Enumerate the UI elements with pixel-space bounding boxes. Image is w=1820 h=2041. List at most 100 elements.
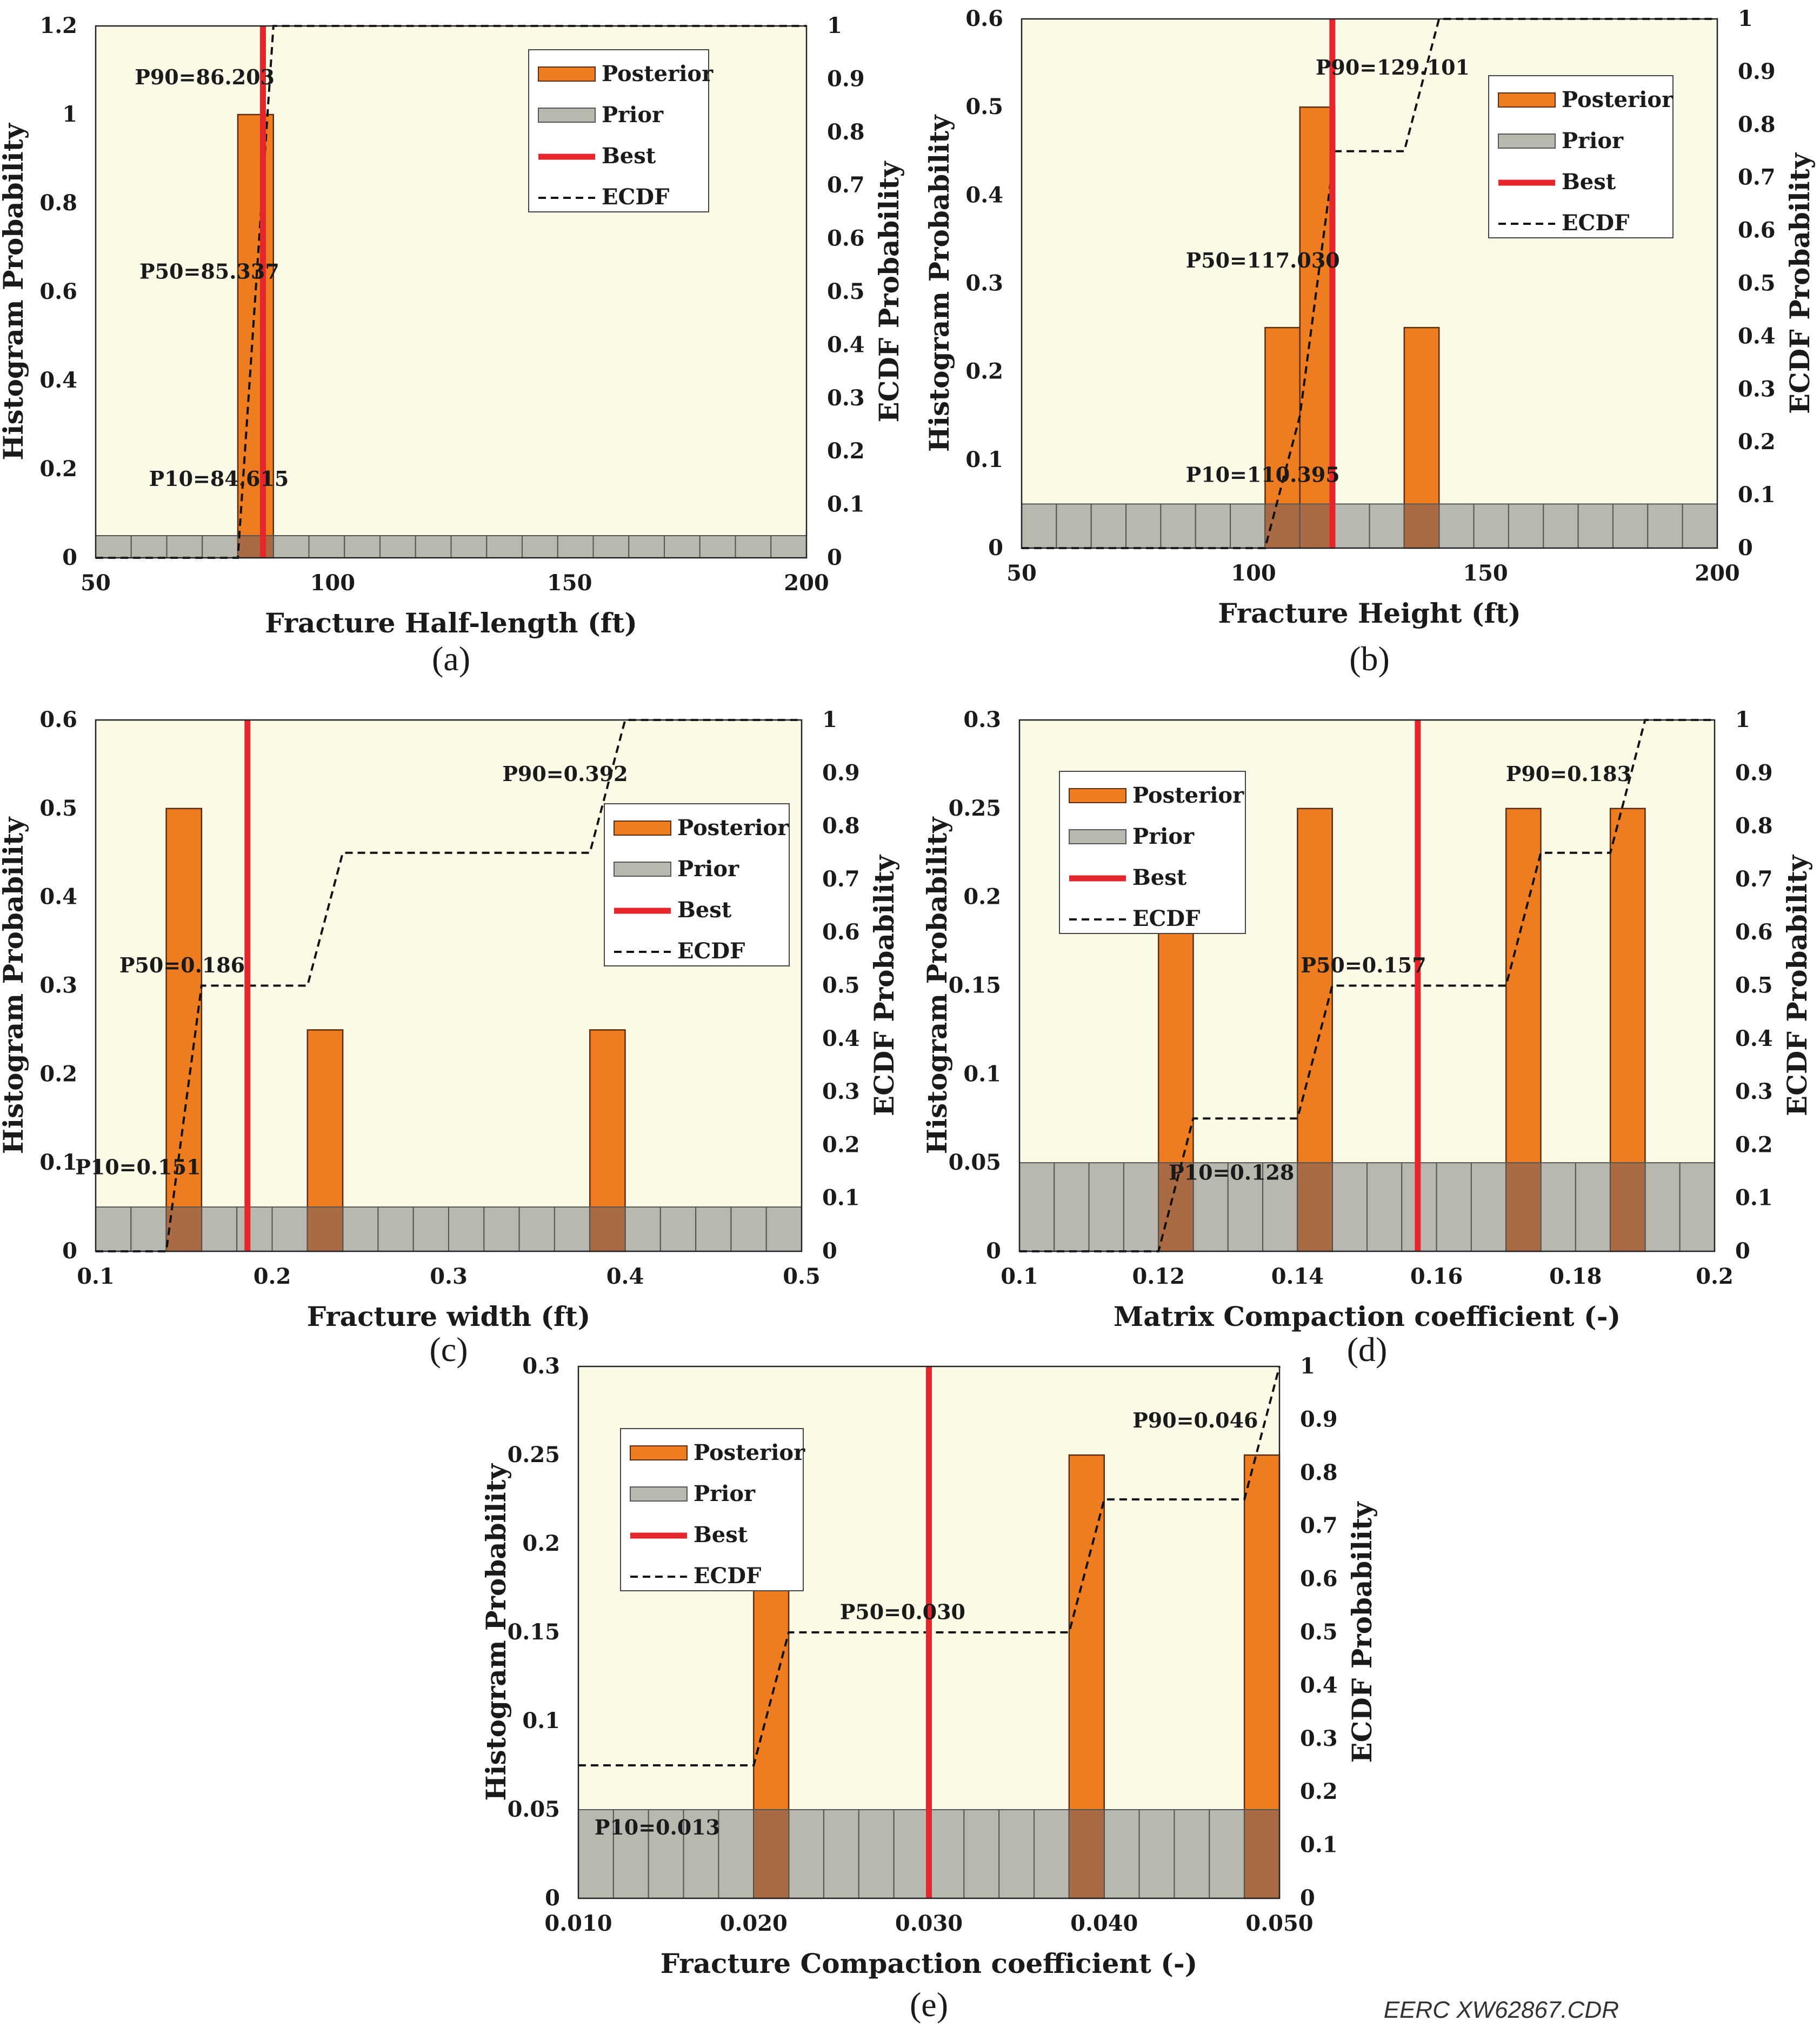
x-tick-label: 100 [310,570,356,596]
legend-prior-label: Prior [677,856,739,882]
legend-prior-swatch [538,108,596,123]
y-tick-label: 0 [988,535,1003,561]
prior-bar [578,1809,614,1899]
prior-bar [1540,1162,1576,1252]
panel-e-chart: 0 0.05 0.1 0.15 0.2 0.25 0.3 0 0.1 0.2 0.3 0.4 0.5 0.… [480,1353,1378,2024]
prior-bar [1470,1162,1507,1252]
prior-bar [1543,503,1579,549]
x-tick-label: 0.1 [77,1264,115,1289]
legend-box [620,1428,804,1591]
y2-tick-label: 0.7 [822,866,860,892]
y2-tick-label: 0 [1735,1238,1750,1264]
prior-bar [624,1206,661,1252]
legend-ecdf-label: ECDF [602,184,669,210]
plot-frame [1018,719,1716,1252]
panel-d-chart: 00.050.10.150.20.250.300.10.20.30.40.50.… [921,707,1813,1369]
y2-tick-label: 0.9 [1300,1406,1338,1432]
y2-tick-label: 0.6 [822,919,860,945]
prior-bar [592,535,630,558]
y-tick-label: 0.1 [522,1708,560,1733]
y2-tick-label: 1 [1300,1353,1315,1379]
x-tick-label: 0.040 [1070,1911,1138,1936]
posterior-prior-overlap [1297,1162,1333,1252]
posterior-prior-overlap [1244,1809,1280,1899]
prior-bar [928,1809,965,1899]
legend-posterior-swatch [1498,92,1556,108]
y-tick-label: 1 [62,102,77,127]
y2-tick-label: 0 [1300,1885,1315,1911]
y-tick-label: 0.2 [522,1531,560,1556]
prior-bar [788,1809,824,1899]
y2-tick-label: 0.1 [1735,1185,1773,1211]
x-tick-label: 0.010 [544,1911,612,1936]
prior-bar [1682,503,1718,549]
legend-posterior-label: Posterior [1132,783,1244,808]
prior-bar [95,535,132,558]
panel-caption: (d) [1347,1330,1388,1369]
legend-prior-swatch [614,862,671,877]
prior-bar [1192,1162,1229,1252]
x-tick-label: 50 [81,570,111,596]
y2-tick-label: 0 [822,1238,837,1264]
percentile-annotation: P10=0.151 [75,1155,201,1179]
y-tick-label: 0 [62,1238,77,1264]
percentile-annotation: P90=86.203 [135,65,275,89]
x-tick-label: 0.3 [430,1264,468,1289]
prior-bar [201,1206,238,1252]
posterior-bar [237,114,274,559]
percentile-annotation: P50=0.186 [119,953,245,977]
prior-bar [628,535,665,558]
legend-ecdf-label: ECDF [694,1563,761,1589]
y2-axis-title: ECDF Probability [868,854,900,1116]
prior-bar [415,535,452,558]
legend-posterior-swatch [538,66,596,82]
y2-tick-label: 0 [1738,535,1753,561]
legend: Posterior Prior Best ECDF [528,49,714,212]
y2-tick-label: 0.6 [1738,218,1776,243]
prior-bar [998,1809,1035,1899]
percentile-annotation: P10=0.128 [1169,1160,1294,1184]
prior-bar [659,1206,697,1252]
prior-bar [377,1206,414,1252]
y2-tick-label: 0.3 [1738,376,1776,402]
legend-ecdf-label: ECDF [677,938,745,964]
prior-bar [1438,503,1475,549]
y2-tick-label: 0.8 [822,813,860,839]
x-tick-label: 150 [547,570,592,596]
y2-tick-label: 0.5 [1735,973,1773,998]
y2-tick-label: 1 [1735,707,1750,732]
prior-bar [518,1206,555,1252]
prior-bar [1473,503,1509,549]
posterior-prior-overlap [1158,1162,1194,1252]
legend-posterior-label: Posterior [694,1440,805,1465]
posterior-bar [165,808,203,1252]
y2-tick-label: 0 [827,545,842,570]
x-tick-label: 0.2 [254,1264,291,1289]
y2-tick-label: 0.9 [1735,760,1773,785]
y-tick-label: 0.6 [965,6,1003,31]
x-axis-title: Matrix Compaction coefficient (-) [1114,1300,1621,1332]
y-tick-label: 0.1 [963,1061,1001,1086]
y-tick-label: 0.5 [39,796,77,821]
prior-bar [1366,1162,1403,1252]
y2-tick-label: 0.6 [1300,1566,1338,1592]
x-axis-title: Fracture Height (ft) [1218,597,1521,629]
prior-bar [1577,503,1614,549]
y-tick-label: 0.15 [508,1619,560,1645]
prior-bar [1334,503,1370,549]
y2-tick-label: 0.9 [1738,59,1776,84]
y2-tick-label: 0.4 [1300,1672,1338,1698]
prior-bar [342,1206,379,1252]
y2-tick-label: 0.8 [1738,112,1776,137]
y-axis-title: Histogram Probability [923,114,955,452]
prior-bar [1436,1162,1472,1252]
y2-tick-label: 0.4 [822,1026,860,1051]
y-tick-label: 0.4 [965,182,1003,208]
legend-best-label: Best [1132,865,1187,890]
y2-tick-label: 0.7 [827,172,865,198]
plot-frame [95,719,803,1252]
y-tick-label: 0.25 [508,1442,560,1468]
x-tick-label: 0.030 [895,1911,963,1936]
figure-credit: EERC XW62867.CDR [1384,1997,1619,2023]
